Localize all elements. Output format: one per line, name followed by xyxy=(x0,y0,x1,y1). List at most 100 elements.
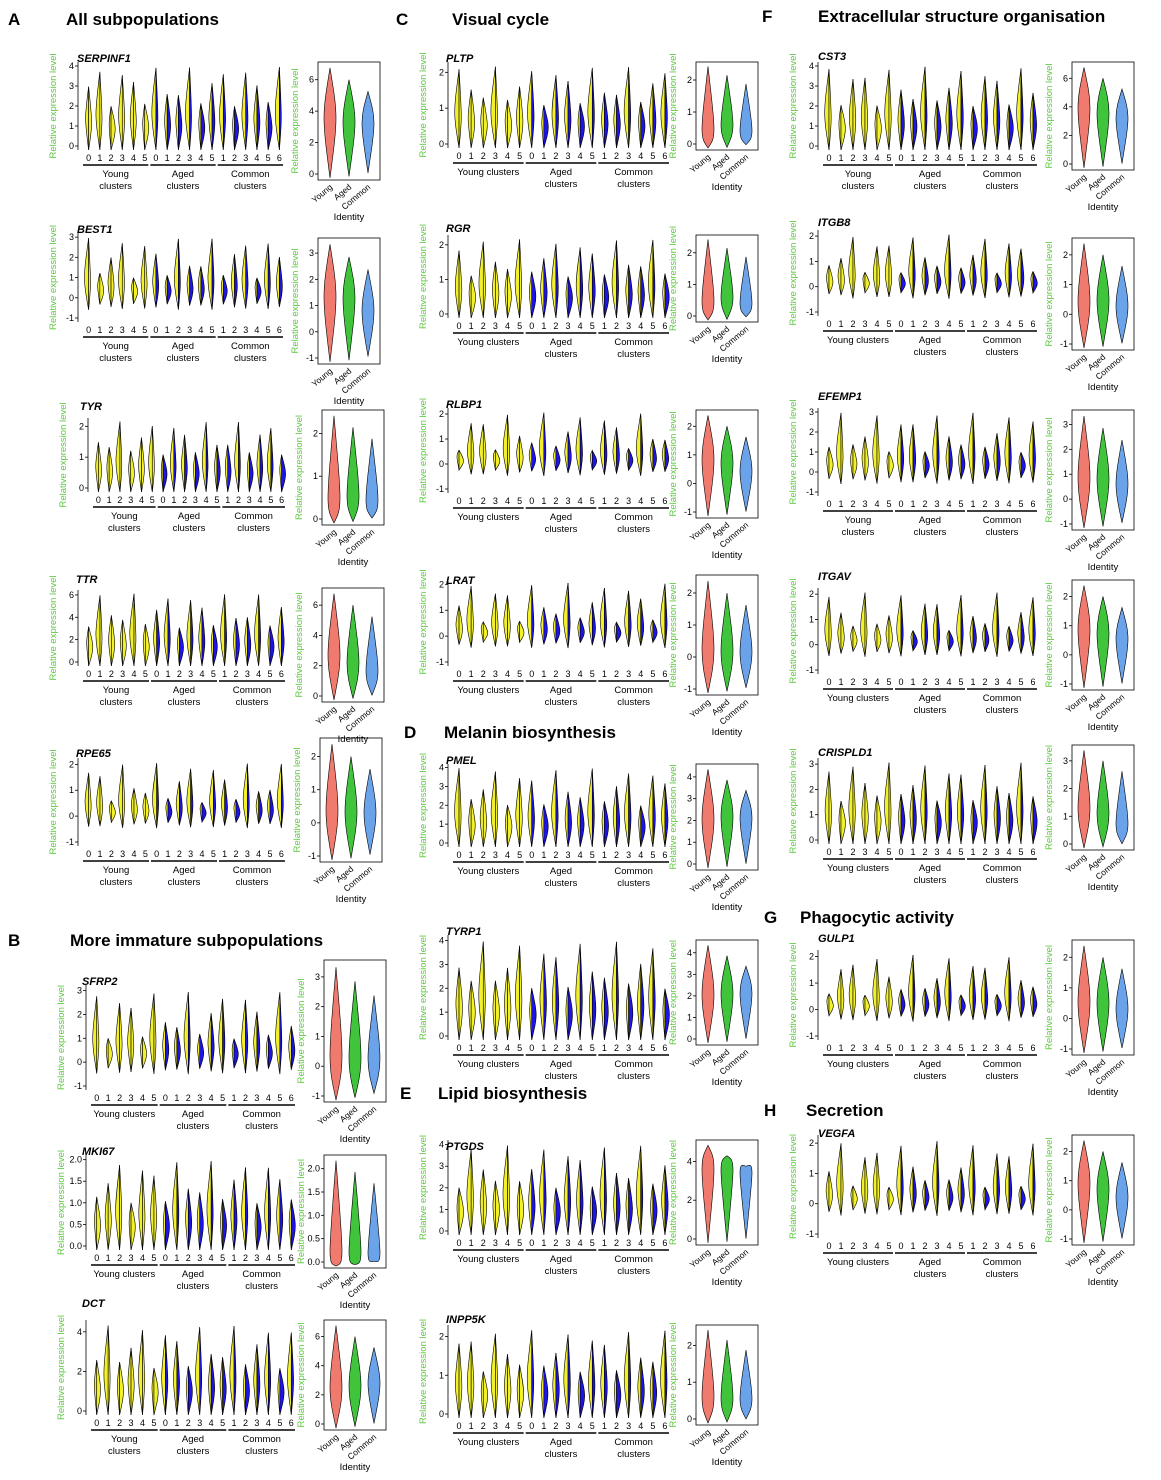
group-label: Young clusters xyxy=(827,335,889,346)
violin-half-young xyxy=(466,585,472,648)
violin-half-aged xyxy=(996,994,1002,1017)
y-tick-label: 1 xyxy=(1063,621,1068,631)
group-label: Aged xyxy=(919,335,941,346)
plot-frame xyxy=(323,1154,387,1269)
violin-half-aged xyxy=(96,1360,101,1416)
y-tick-label: 2 xyxy=(809,952,814,962)
violin-half-aged xyxy=(996,433,1001,481)
violin-half-aged xyxy=(233,1038,239,1069)
y-tick-label: 3 xyxy=(809,759,814,769)
y-tick-label: 1 xyxy=(687,837,692,847)
group-label: clusters xyxy=(545,524,578,535)
violin-half-aged xyxy=(555,75,559,149)
identity-violin xyxy=(720,75,734,149)
violin-half-aged xyxy=(245,999,249,1074)
violin-half-young xyxy=(921,257,926,296)
identity-violin xyxy=(1077,750,1091,849)
violin-half-aged xyxy=(664,1330,668,1419)
y-tick-label: 1 xyxy=(687,1377,692,1387)
y-tick-label: 3 xyxy=(1063,756,1068,766)
violin-half-young xyxy=(980,238,986,299)
violin-half-aged xyxy=(936,800,942,845)
cluster-tick-label: 5 xyxy=(590,321,595,331)
cluster-tick-label: 0 xyxy=(94,1418,99,1428)
y-tick-label: 0 xyxy=(809,1199,814,1209)
cluster-tick-label: 0 xyxy=(153,153,158,163)
cluster-tick-label: 0 xyxy=(86,325,91,335)
identity-tick-label: Young xyxy=(310,182,335,205)
identity-violin xyxy=(701,239,715,321)
identity-violin xyxy=(701,66,715,149)
violin-half-young xyxy=(874,105,878,151)
violin-half-aged xyxy=(267,243,271,309)
gene-label: RPE65 xyxy=(76,748,112,760)
violin-half-aged xyxy=(924,257,929,296)
cluster-tick-label: 0 xyxy=(826,677,831,687)
violin-half-young xyxy=(908,954,914,1022)
violin-half-aged xyxy=(579,103,585,149)
violin-half-aged xyxy=(591,449,598,471)
violin-half-young xyxy=(933,978,938,1019)
identity-axis-label: Identity xyxy=(334,396,365,407)
cluster-tick-label: 6 xyxy=(277,325,282,335)
cluster-tick-label: 5 xyxy=(277,1418,282,1428)
violin-half-aged xyxy=(604,801,609,848)
cluster-tick-label: 4 xyxy=(638,151,643,161)
violin-half-aged xyxy=(216,444,221,493)
violin-half-young xyxy=(838,800,842,845)
cluster-tick-label: 5 xyxy=(958,847,963,857)
cluster-tick-label: 4 xyxy=(254,325,259,335)
violin-half-young xyxy=(587,67,593,149)
violin-half-young xyxy=(661,439,666,472)
group-label: clusters xyxy=(245,1446,278,1457)
violin-half-young xyxy=(480,1371,484,1419)
cluster-tick-label: 1 xyxy=(106,1093,111,1103)
y-tick-label: 6 xyxy=(315,1332,320,1342)
cluster-tick-label: 3 xyxy=(626,850,631,860)
violin-half-young xyxy=(265,1034,269,1069)
violin-half-aged xyxy=(155,67,159,151)
identity-violin xyxy=(1096,1151,1110,1242)
cluster-tick-label: 5 xyxy=(151,1418,156,1428)
violin-half-young xyxy=(129,82,134,151)
violin-half-aged xyxy=(1020,68,1024,151)
cluster-tick-label: 2 xyxy=(922,677,927,687)
cluster-tick-label: 5 xyxy=(220,1093,225,1103)
violin-half-young xyxy=(564,80,569,149)
violin-half-aged xyxy=(224,594,227,667)
cluster-tick-label: 3 xyxy=(197,1093,202,1103)
violin-half-young xyxy=(611,941,617,1041)
cluster-tick-label: 5 xyxy=(1018,677,1023,687)
violin-half-aged xyxy=(99,71,103,151)
violin-half-young xyxy=(860,592,866,657)
violin-half-aged xyxy=(1020,452,1026,479)
violin-half-aged xyxy=(495,593,499,647)
group-label: Common xyxy=(983,335,1022,346)
violin-half-young xyxy=(588,253,593,319)
identity-axis-label: Identity xyxy=(340,1462,371,1473)
cluster-tick-label: 0 xyxy=(898,153,903,163)
violin-half-young xyxy=(884,762,890,845)
y-tick-label: 0 xyxy=(1063,650,1068,660)
cluster-tick-label: 5 xyxy=(590,1043,595,1053)
y-tick-label: 0 xyxy=(809,1005,814,1015)
y-tick-label: -1 xyxy=(308,851,316,861)
y-tick-label: 1 xyxy=(687,107,692,117)
cluster-tick-label: 2 xyxy=(614,1421,619,1431)
y-tick-label: 2 xyxy=(687,421,692,431)
identity-axis-label: Identity xyxy=(1088,1087,1119,1098)
cluster-tick-label: 2 xyxy=(982,153,987,163)
y-axis-label: Relative expression level xyxy=(418,753,429,858)
cluster-tick-label: 2 xyxy=(481,1238,486,1248)
group-label: clusters xyxy=(99,353,132,364)
violin-half-aged xyxy=(828,69,832,151)
violin-half-young xyxy=(1028,421,1034,483)
y-tick-label: 0 xyxy=(687,652,692,662)
group-label: Young clusters xyxy=(457,337,519,348)
identity-violin-plot: Relative expression level 01234YoungAgedC… xyxy=(668,939,759,1088)
y-axis-label: Relative expression level xyxy=(1044,63,1055,168)
group-label: Common xyxy=(614,512,653,523)
